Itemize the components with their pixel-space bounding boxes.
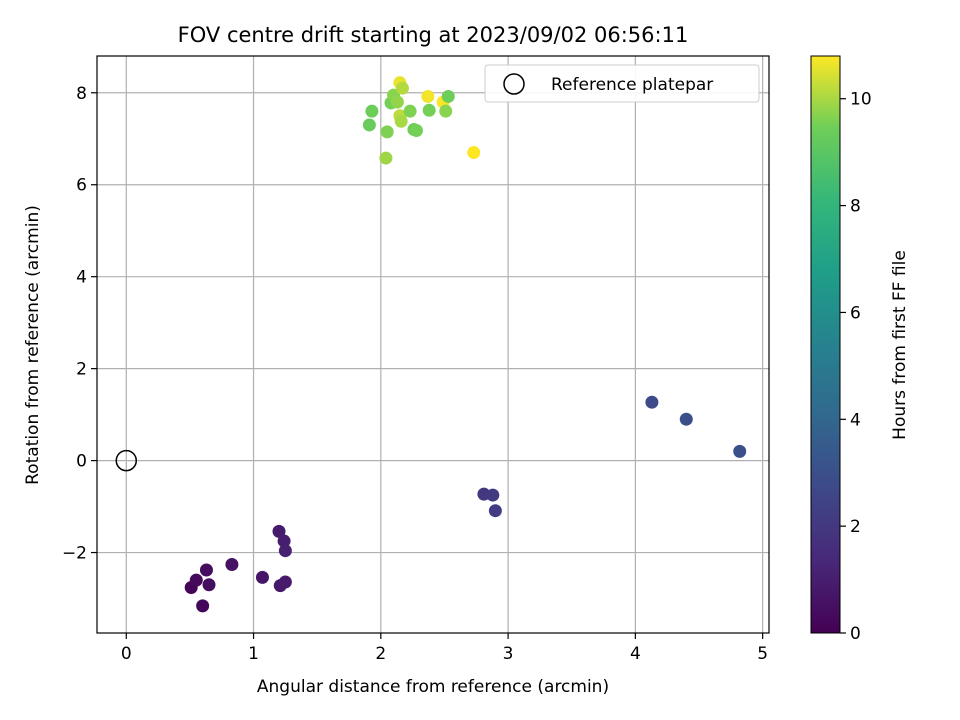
data-point — [225, 557, 239, 571]
data-point — [422, 103, 436, 117]
data-point — [395, 81, 409, 95]
colorbar-label: Hours from first FF file — [890, 250, 910, 440]
y-tick-label: 0 — [76, 452, 87, 472]
y-tick-label: 8 — [76, 84, 87, 104]
colorbar-tick-label: 4 — [850, 410, 861, 430]
data-point — [679, 412, 693, 426]
data-point — [390, 95, 404, 109]
data-point — [277, 534, 291, 548]
data-point — [733, 444, 747, 458]
grid — [97, 56, 769, 633]
chart-title: FOV centre drift starting at 2023/09/02 … — [178, 23, 689, 47]
data-point — [255, 570, 269, 584]
colorbar-tick-label: 8 — [850, 197, 861, 217]
legend: Reference platepar — [484, 64, 760, 103]
y-axis-ticks: −2 0 2 4 6 8 — [62, 84, 97, 564]
data-point — [202, 578, 216, 592]
data-point — [196, 599, 210, 613]
data-point — [439, 104, 453, 118]
data-point — [189, 573, 203, 587]
x-tick-label: 5 — [757, 644, 768, 664]
data-point — [486, 488, 500, 502]
data-point — [467, 146, 481, 160]
data-point — [421, 89, 435, 103]
data-point — [403, 104, 417, 118]
colorbar-tick-label: 2 — [850, 517, 861, 537]
colorbar-tick-label: 6 — [850, 303, 861, 323]
data-point — [409, 123, 423, 137]
colorbar-tick-label: 10 — [850, 90, 872, 110]
colorbar-gradient — [811, 56, 840, 633]
data-point — [272, 524, 286, 538]
data-point — [278, 544, 292, 558]
colorbar-frame — [810, 55, 841, 634]
x-tick-label: 0 — [121, 644, 132, 664]
x-axis-ticks: 0 1 2 3 4 5 — [121, 633, 768, 664]
y-axis-label: Rotation from reference (arcmin) — [23, 205, 43, 485]
colorbar-tick-label: 0 — [850, 624, 861, 644]
y-tick-label: 4 — [76, 268, 87, 288]
data-point — [380, 125, 394, 139]
x-tick-label: 1 — [248, 644, 259, 664]
legend-entry-reference: Reference platepar — [551, 75, 713, 95]
data-point — [394, 114, 408, 128]
data-point — [365, 104, 379, 118]
x-tick-label: 2 — [375, 644, 386, 664]
x-axis-label: Angular distance from reference (arcmin) — [257, 677, 609, 697]
data-point — [645, 395, 659, 409]
y-tick-label: 6 — [76, 176, 87, 196]
x-tick-label: 4 — [630, 644, 641, 664]
data-point — [199, 563, 213, 577]
x-tick-label: 3 — [503, 644, 514, 664]
data-point — [488, 504, 502, 518]
y-tick-label: 2 — [76, 360, 87, 380]
data-point — [441, 89, 455, 103]
data-point — [379, 151, 393, 165]
reference-platepar-marker — [115, 449, 138, 472]
plot-frame — [96, 55, 770, 634]
y-tick-label: −2 — [62, 544, 87, 564]
colorbar-ticks: 0 2 4 6 8 10 — [840, 90, 872, 644]
legend-box — [484, 64, 760, 103]
data-point — [278, 575, 292, 589]
legend-marker-icon — [503, 73, 525, 95]
data-point — [362, 118, 376, 132]
scatter-points — [184, 76, 747, 613]
